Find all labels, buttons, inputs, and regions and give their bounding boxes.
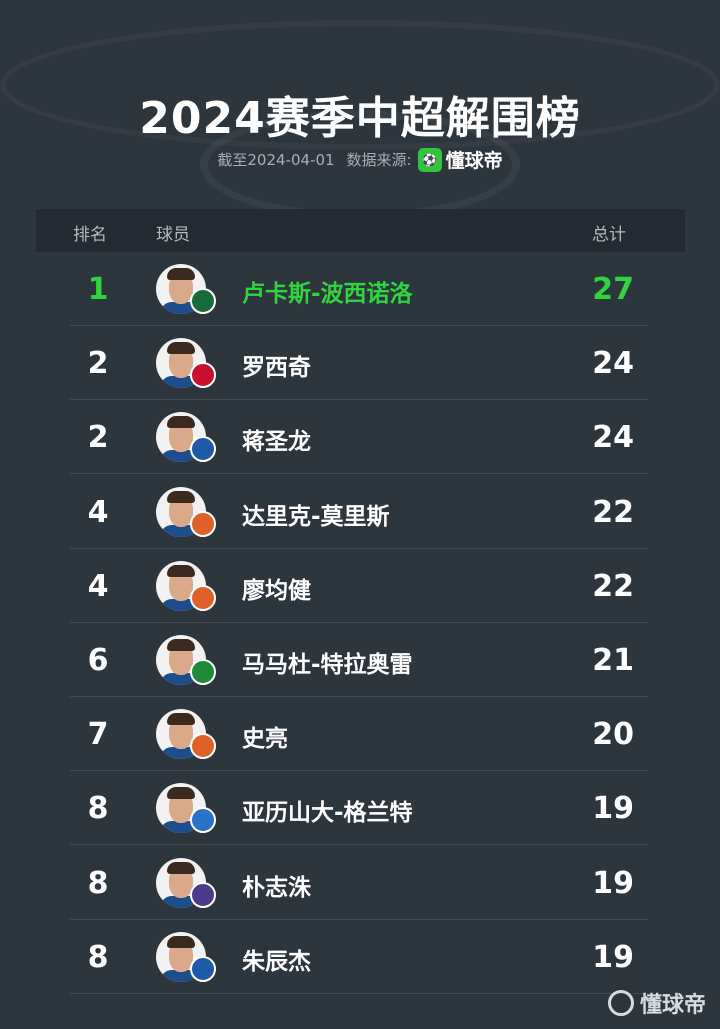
club-badge-icon: [190, 955, 216, 982]
table-row: 4 达里克-莫里斯 22: [70, 475, 648, 549]
avatar: [156, 783, 206, 834]
table-row: 4 廖均健 22: [70, 549, 648, 623]
rank: 4: [87, 568, 109, 604]
player-name: 朱辰杰: [242, 948, 311, 975]
total: 24: [592, 346, 634, 382]
player-name: 达里克-莫里斯: [242, 503, 390, 530]
table-row: 8 朴志洙 19: [70, 846, 648, 920]
total: 27: [592, 272, 634, 307]
footer-brand: 懂球帝: [607, 987, 706, 1019]
total: 24: [592, 420, 634, 456]
club-badge-icon: [190, 807, 216, 834]
player-name: 卢卡斯-波西诺洛: [242, 281, 413, 307]
table-row: 7 史亮 20: [70, 697, 648, 772]
rank: 4: [87, 494, 109, 530]
total: 20: [592, 717, 634, 753]
app-logo-icon: ⚽: [417, 147, 442, 172]
header-total: 总计: [592, 225, 626, 245]
player-name: 廖均健: [242, 577, 311, 604]
rank: 1: [87, 272, 109, 307]
avatar: [156, 560, 206, 611]
player-name: 朴志洙: [242, 874, 311, 901]
player-name: 罗西奇: [242, 355, 311, 382]
table-row: 8 朱辰杰 19: [70, 920, 648, 994]
club-badge-icon: [190, 510, 216, 537]
total: 22: [592, 494, 634, 530]
club-badge-icon: [190, 362, 216, 389]
header-player: 球员: [156, 225, 190, 245]
total: 19: [592, 865, 634, 901]
football-icon: [607, 990, 634, 1016]
page-title: 2024赛季中超解围榜: [139, 93, 581, 144]
player-name: 史亮: [242, 726, 288, 753]
rank: 8: [87, 939, 109, 975]
total: 19: [592, 939, 634, 975]
table-header: 排名 球员 总计: [36, 209, 685, 252]
table-row: 1 卢卡斯-波西诺洛 27: [70, 252, 648, 326]
club-badge-icon: [190, 288, 216, 314]
rank: 2: [87, 346, 109, 382]
table-row: 6 马马杜-特拉奥雷 21: [70, 623, 648, 697]
total: 22: [592, 568, 634, 604]
table-row: 2 蒋圣龙 24: [70, 400, 648, 475]
table-row: 2 罗西奇 24: [70, 326, 648, 401]
player-name: 马马杜-特拉奥雷: [242, 652, 413, 678]
player-name: 亚历山大-格兰特: [242, 800, 413, 827]
avatar: [156, 264, 206, 314]
club-badge-icon: [190, 436, 216, 463]
header-rank: 排名: [73, 225, 107, 245]
footer-brand-text: 懂球帝: [639, 993, 706, 1018]
total: 19: [592, 791, 634, 827]
date-text: 截至2024-04-01: [217, 151, 335, 169]
total: 21: [592, 643, 634, 678]
source-label: 数据来源:: [346, 151, 412, 169]
rank: 7: [87, 717, 109, 753]
rank: 8: [87, 791, 109, 827]
club-badge-icon: [190, 881, 216, 908]
club-badge-icon: [190, 584, 216, 611]
club-badge-icon: [190, 733, 216, 760]
rank: 8: [87, 865, 109, 901]
rank: 2: [87, 420, 109, 456]
table-row: 8 亚历山大-格兰特 19: [70, 771, 648, 846]
brand-name: 懂球帝: [445, 150, 503, 172]
club-badge-icon: [190, 659, 216, 685]
rank: 6: [87, 643, 109, 678]
subtitle: 截至2024-04-01 数据来源: ⚽ 懂球帝: [0, 146, 720, 173]
player-name: 蒋圣龙: [242, 429, 311, 456]
